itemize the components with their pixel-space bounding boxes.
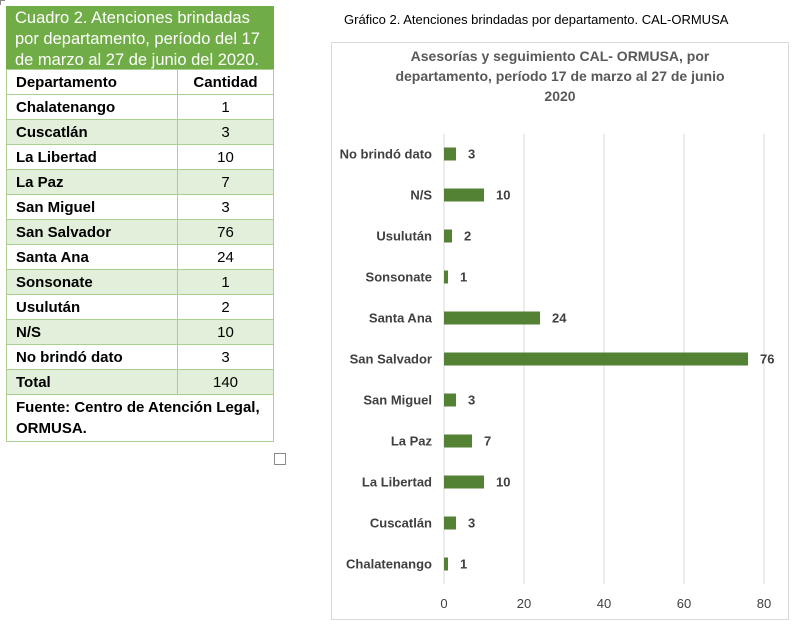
chart-title-line: Asesorías y seguimiento CAL- ORMUSA, por <box>410 48 710 64</box>
row-quantity: 1 <box>177 269 274 295</box>
table-row: Santa Ana 24 <box>6 244 274 270</box>
departments-table: Departamento Cantidad Chalatenango 1 Cusca… <box>6 69 274 442</box>
row-quantity: 1 <box>177 94 274 120</box>
category-label: San Salvador <box>350 352 432 367</box>
table-row: La Libertad 10 <box>6 144 274 170</box>
x-tick-label: 40 <box>597 596 611 611</box>
header-quantity: Cantidad <box>177 69 274 95</box>
data-label: 1 <box>460 270 467 285</box>
bar <box>444 311 540 325</box>
row-department: La Libertad <box>6 144 178 170</box>
row-department: Cuscatlán <box>6 119 178 145</box>
table-container: Cuadro 2. Atenciones brindadas por depar… <box>6 6 274 442</box>
total-value: 140 <box>177 369 274 395</box>
corner-mark <box>0 0 5 5</box>
row-quantity: 7 <box>177 169 274 195</box>
row-quantity: 10 <box>177 144 274 170</box>
bar <box>444 393 456 407</box>
category-label: No brindó dato <box>340 147 432 162</box>
row-department: San Salvador <box>6 219 178 245</box>
row-quantity: 10 <box>177 319 274 345</box>
row-quantity: 3 <box>177 119 274 145</box>
total-label: Total <box>6 369 178 395</box>
category-label: Santa Ana <box>369 311 433 326</box>
bar <box>444 557 448 571</box>
row-quantity: 3 <box>177 344 274 370</box>
x-tick-label: 20 <box>517 596 531 611</box>
category-label: Usulután <box>376 229 432 244</box>
category-label: N/S <box>410 188 432 203</box>
table-row: No brindó dato 3 <box>6 344 274 370</box>
category-label: Chalatenango <box>346 557 432 572</box>
data-label: 76 <box>760 352 774 367</box>
row-department: No brindó dato <box>6 344 178 370</box>
table-row: Cuscatlán 3 <box>6 119 274 145</box>
x-tick-label: 0 <box>440 596 447 611</box>
data-label: 3 <box>468 147 475 162</box>
row-department: San Miguel <box>6 194 178 220</box>
chart-title-line: 2020 <box>544 88 576 104</box>
row-department: La Paz <box>6 169 178 195</box>
bar <box>444 188 484 202</box>
table-row: San Salvador 76 <box>6 219 274 245</box>
bar <box>444 229 452 243</box>
row-department: Sonsonate <box>6 269 178 295</box>
category-label: La Paz <box>391 434 433 449</box>
x-tick-label: 80 <box>757 596 771 611</box>
bar <box>444 352 748 366</box>
category-label: Sonsonate <box>366 270 432 285</box>
table-row: La Paz 7 <box>6 169 274 195</box>
header-department: Departamento <box>6 69 178 95</box>
data-label: 10 <box>496 188 510 203</box>
chart-title-line: departamento, período 17 de marzo al 27 … <box>395 68 725 84</box>
data-label: 3 <box>468 516 475 531</box>
chart-title: Asesorías y seguimiento CAL- ORMUSA, por… <box>331 46 789 106</box>
data-label: 7 <box>484 434 491 449</box>
x-tick-label: 60 <box>677 596 691 611</box>
bar <box>444 475 484 489</box>
resize-handle[interactable] <box>274 453 286 465</box>
data-label: 2 <box>464 229 471 244</box>
table-row: Sonsonate 1 <box>6 269 274 295</box>
table-caption: Cuadro 2. Atenciones brindadas por depar… <box>6 6 274 69</box>
bar <box>444 434 472 448</box>
chart-frame <box>331 42 789 620</box>
chart-heading: Gráfico 2. Atenciones brindadas por depa… <box>344 12 729 27</box>
table-total-row: Total 140 <box>6 369 274 395</box>
table-body: Chalatenango 1 Cuscatlán 3 La Libertad 10 La P… <box>6 94 274 370</box>
data-label: 3 <box>468 393 475 408</box>
category-label: San Miguel <box>363 393 432 408</box>
data-label: 10 <box>496 475 510 490</box>
bar <box>444 516 456 530</box>
table-row: Chalatenango 1 <box>6 94 274 120</box>
category-label: La Libertad <box>362 475 432 490</box>
data-label: 24 <box>552 311 567 326</box>
category-label: Cuscatlán <box>370 516 432 531</box>
table-header-row: Departamento Cantidad <box>6 69 274 95</box>
table-source: Fuente: Centro de Atención Legal, ORMUSA… <box>6 394 274 442</box>
data-label: 1 <box>460 557 467 572</box>
table-source-row: Fuente: Centro de Atención Legal, ORMUSA… <box>6 394 274 442</box>
row-quantity: 76 <box>177 219 274 245</box>
bar <box>444 270 448 284</box>
bar <box>444 147 456 161</box>
